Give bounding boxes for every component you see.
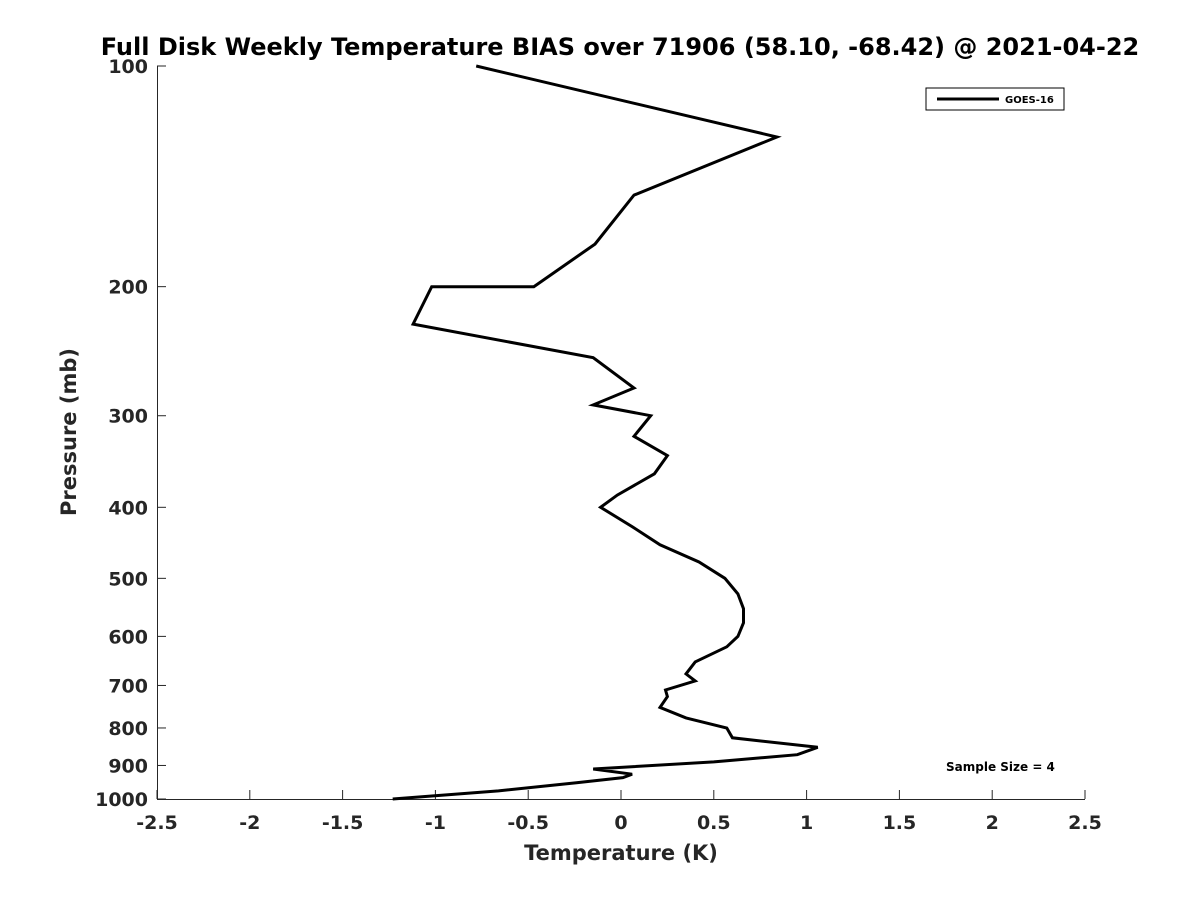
x-tick-label: -0.5 — [507, 812, 549, 834]
y-axis-ticks: 100 200 300 400 500 600 700 800 900 1000 — [95, 56, 166, 811]
x-tick-label: -2.5 — [136, 812, 178, 834]
x-tick-label: 0.5 — [697, 812, 731, 834]
x-tick-label: -1 — [425, 812, 446, 834]
legend: GOES-16 — [925, 87, 1065, 111]
x-tick-label: -2 — [239, 812, 260, 834]
x-tick-label: 1 — [800, 812, 813, 834]
y-axis-label: Pressure (mb) — [57, 348, 81, 516]
x-tick-label: 0 — [614, 812, 627, 834]
y-tick-label: 100 — [108, 56, 148, 78]
x-tick-label: -1.5 — [322, 812, 364, 834]
legend-label-goes-16: GOES-16 — [1005, 95, 1054, 106]
y-tick-label: 700 — [108, 675, 148, 697]
sample-size-annotation: Sample Size = 4 — [946, 760, 1055, 774]
x-tick-label: 2 — [986, 812, 999, 834]
y-tick-label: 400 — [108, 497, 148, 519]
y-tick-label: 600 — [108, 626, 148, 648]
y-tick-label: 200 — [108, 277, 148, 299]
y-tick-label: 800 — [108, 718, 148, 740]
plot-axes — [157, 66, 1085, 800]
y-tick-label: 300 — [108, 406, 148, 428]
series-line-goes-16 — [392, 64, 819, 801]
chart-title: Full Disk Weekly Temperature BIAS over 7… — [101, 33, 1140, 61]
x-tick-label: 2.5 — [1068, 812, 1102, 834]
x-axis-label: Temperature (K) — [524, 841, 718, 865]
x-tick-label: 1.5 — [883, 812, 917, 834]
y-tick-label: 500 — [108, 568, 148, 590]
y-tick-label: 900 — [108, 755, 148, 777]
series-layer — [392, 64, 819, 801]
y-tick-label: 1000 — [95, 789, 148, 811]
x-axis-ticks: -2.5 -2 -1.5 -1 -0.5 0 0.5 1 1.5 2 2.5 — [136, 790, 1102, 834]
